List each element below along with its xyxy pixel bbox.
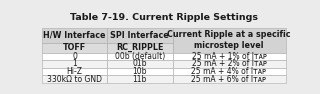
Text: 25 mA + 6% of Iᴛᴀᴘ: 25 mA + 6% of Iᴛᴀᴘ: [191, 75, 267, 84]
Bar: [172, 60, 285, 68]
Bar: [107, 28, 172, 43]
Text: H/W Interface: H/W Interface: [44, 31, 106, 40]
Text: 25 mA + 4% of Iᴛᴀᴘ: 25 mA + 4% of Iᴛᴀᴘ: [191, 67, 267, 76]
Text: 0: 0: [72, 52, 77, 61]
Text: 00b (default): 00b (default): [115, 52, 165, 61]
Text: 01b: 01b: [132, 59, 147, 68]
Bar: [43, 60, 107, 68]
Bar: [107, 75, 172, 83]
Bar: [43, 68, 107, 75]
Text: RC_RIPPLE: RC_RIPPLE: [116, 43, 164, 52]
Text: TOFF: TOFF: [63, 43, 86, 52]
Text: 330kΩ to GND: 330kΩ to GND: [47, 75, 102, 84]
Bar: [107, 68, 172, 75]
Text: Hi-Z: Hi-Z: [67, 67, 83, 76]
Bar: [43, 75, 107, 83]
Bar: [107, 60, 172, 68]
Text: 25 mA + 1% of Iᴛᴀᴘ: 25 mA + 1% of Iᴛᴀᴘ: [191, 52, 267, 61]
Bar: [172, 68, 285, 75]
Text: Table 7-19. Current Ripple Settings: Table 7-19. Current Ripple Settings: [70, 13, 258, 22]
Bar: [172, 53, 285, 60]
Text: 25 mA + 2% of Iᴛᴀᴘ: 25 mA + 2% of Iᴛᴀᴘ: [191, 59, 267, 68]
Bar: [172, 28, 285, 53]
Bar: [172, 75, 285, 83]
Bar: [43, 53, 107, 60]
Text: 10b: 10b: [132, 67, 147, 76]
Text: Current Ripple at a specific
microstep level: Current Ripple at a specific microstep l…: [167, 30, 291, 50]
Bar: [107, 53, 172, 60]
Text: SPI Interface: SPI Interface: [110, 31, 169, 40]
Bar: [43, 43, 107, 53]
Bar: [43, 28, 107, 43]
Text: 1: 1: [72, 59, 77, 68]
Bar: [107, 43, 172, 53]
Text: 11b: 11b: [132, 75, 147, 84]
